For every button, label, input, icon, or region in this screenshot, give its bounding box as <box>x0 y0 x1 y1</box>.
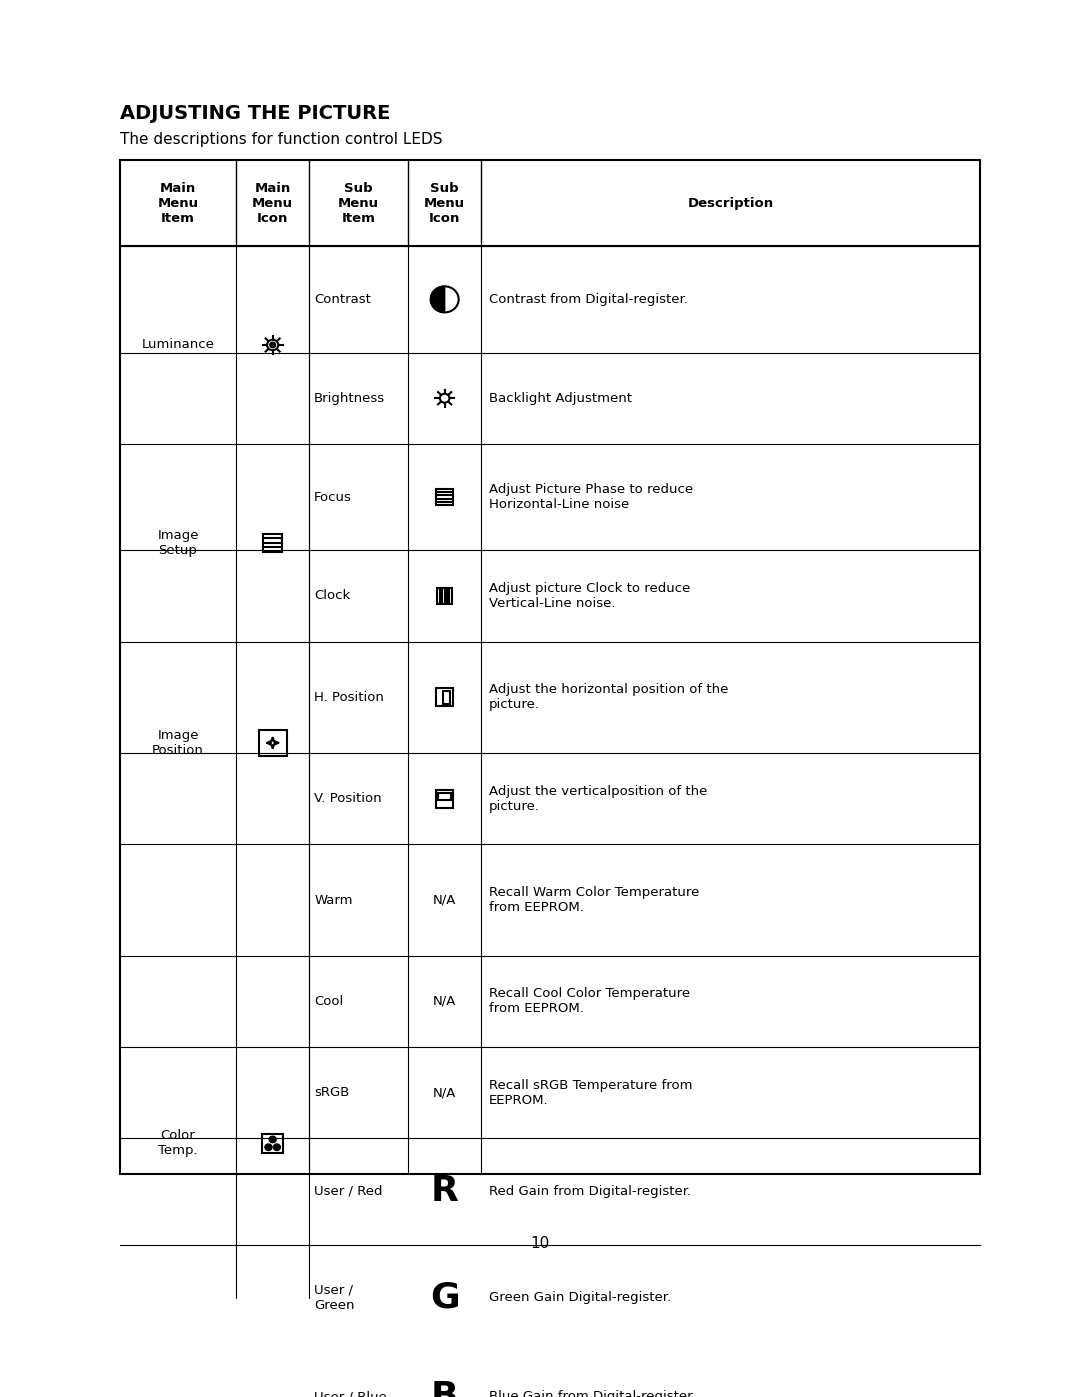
Bar <box>436 588 453 605</box>
Polygon shape <box>431 286 445 313</box>
Text: Adjust picture Clock to reduce
Vertical-Line noise.: Adjust picture Clock to reduce Vertical-… <box>489 583 690 610</box>
Text: sRGB: sRGB <box>314 1085 350 1099</box>
Text: Luminance: Luminance <box>141 338 215 352</box>
Text: Cool: Cool <box>314 995 343 1007</box>
Text: V. Position: V. Position <box>314 792 382 805</box>
Text: Red Gain from Digital-register.: Red Gain from Digital-register. <box>489 1185 691 1199</box>
Text: B: B <box>431 1380 458 1397</box>
Text: Contrast from Digital-register.: Contrast from Digital-register. <box>489 293 688 306</box>
Text: Sub
Menu
Icon: Sub Menu Icon <box>424 182 465 225</box>
Text: The descriptions for function control LEDS: The descriptions for function control LE… <box>120 133 443 147</box>
Text: Main
Menu
Icon: Main Menu Icon <box>252 182 293 225</box>
Text: Adjust the horizontal position of the
picture.: Adjust the horizontal position of the pi… <box>489 683 729 711</box>
Bar <box>437 793 451 800</box>
Text: H. Position: H. Position <box>314 690 384 704</box>
Circle shape <box>265 1144 272 1151</box>
Bar <box>258 729 286 756</box>
Bar <box>443 692 450 704</box>
Text: R: R <box>431 1175 459 1208</box>
Text: User /
Green: User / Green <box>314 1284 354 1312</box>
Text: Adjust the verticalposition of the
picture.: Adjust the verticalposition of the pictu… <box>489 785 707 813</box>
Text: Sub
Menu
Item: Sub Menu Item <box>338 182 379 225</box>
Text: Main
Menu
Item: Main Menu Item <box>158 182 199 225</box>
Circle shape <box>270 342 275 348</box>
Text: Image
Position: Image Position <box>152 729 204 757</box>
Text: 10: 10 <box>530 1236 550 1250</box>
Bar <box>436 489 453 504</box>
Text: Blue Gain from Digital-register.: Blue Gain from Digital-register. <box>489 1390 696 1397</box>
Bar <box>262 534 282 552</box>
Text: Contrast: Contrast <box>314 293 372 306</box>
Text: Warm: Warm <box>314 894 353 907</box>
Text: N/A: N/A <box>433 995 457 1007</box>
Text: Green Gain Digital-register.: Green Gain Digital-register. <box>489 1291 672 1305</box>
Text: Clock: Clock <box>314 590 350 602</box>
Text: User / Red: User / Red <box>314 1185 382 1199</box>
Text: Recall Cool Color Temperature
from EEPROM.: Recall Cool Color Temperature from EEPRO… <box>489 988 690 1016</box>
Circle shape <box>273 1144 281 1151</box>
Text: Focus: Focus <box>314 490 352 503</box>
Text: Backlight Adjustment: Backlight Adjustment <box>489 391 632 405</box>
Text: Adjust Picture Phase to reduce
Horizontal-Line noise: Adjust Picture Phase to reduce Horizonta… <box>489 483 693 511</box>
Text: Description: Description <box>688 197 773 210</box>
Text: Recall sRGB Temperature from
EEPROM.: Recall sRGB Temperature from EEPROM. <box>489 1078 692 1106</box>
Circle shape <box>269 1136 276 1143</box>
Text: G: G <box>430 1281 459 1315</box>
Text: Image
Setup: Image Setup <box>158 528 199 556</box>
Text: N/A: N/A <box>433 894 457 907</box>
Bar <box>120 161 980 1173</box>
Bar <box>436 789 453 807</box>
Text: User / Blue: User / Blue <box>314 1390 387 1397</box>
Text: Color
Temp.: Color Temp. <box>159 1129 198 1157</box>
Text: Brightness: Brightness <box>314 391 386 405</box>
Bar <box>436 689 453 707</box>
Bar <box>262 1133 283 1153</box>
Text: ADJUSTING THE PICTURE: ADJUSTING THE PICTURE <box>120 105 390 123</box>
Text: N/A: N/A <box>433 1085 457 1099</box>
Text: Recall Warm Color Temperature
from EEPROM.: Recall Warm Color Temperature from EEPRO… <box>489 886 700 914</box>
